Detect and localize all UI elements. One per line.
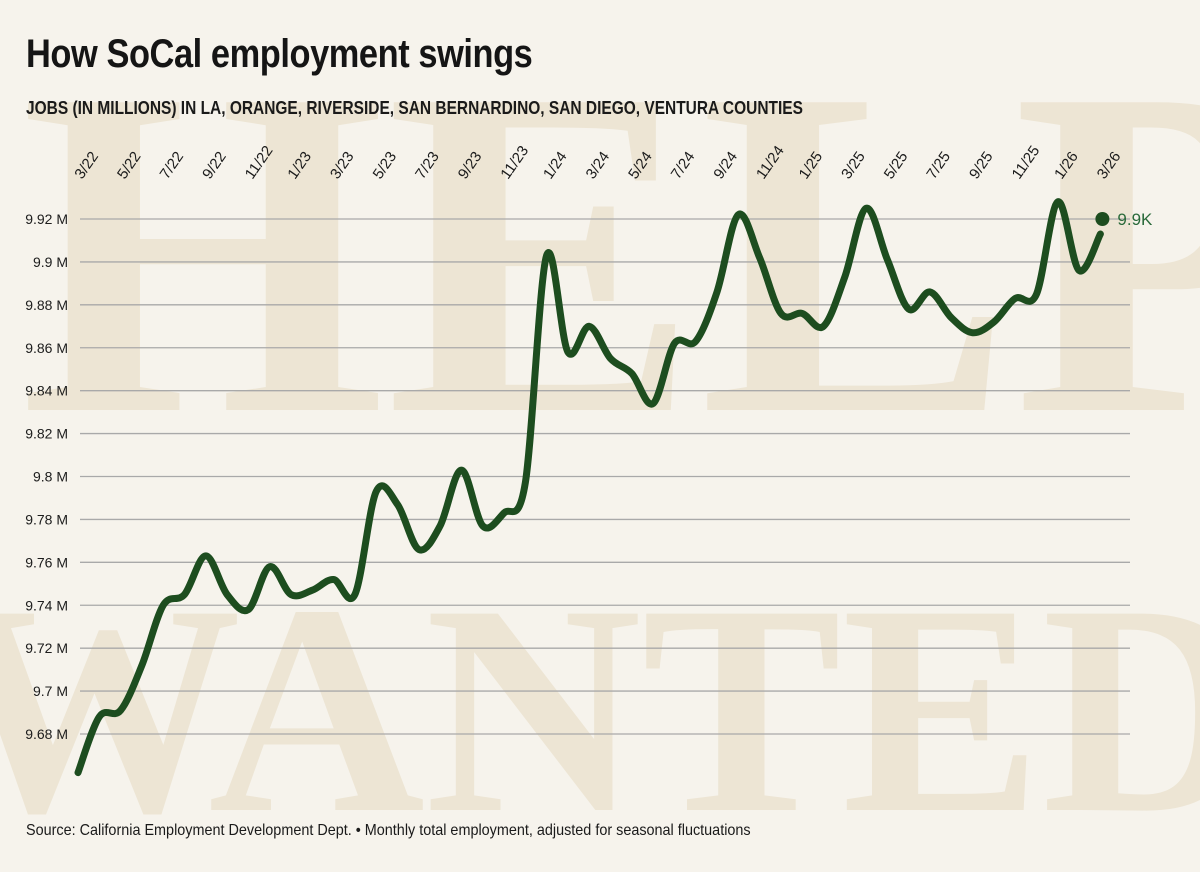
y-tick-label: 9.76 M	[25, 554, 68, 570]
x-tick-label: 9/25	[966, 149, 997, 183]
x-tick-label: 9/24	[710, 149, 741, 183]
x-tick-label: 1/24	[540, 149, 571, 183]
x-tick-label: 7/24	[668, 149, 699, 183]
y-tick-label: 9.86 M	[25, 340, 68, 356]
end-point-marker	[1095, 212, 1110, 226]
series-line	[74, 198, 1104, 777]
y-tick-label: 9.82 M	[25, 426, 68, 442]
x-tick-label: 3/25	[838, 149, 869, 183]
x-tick-label: 7/25	[923, 149, 954, 183]
y-tick-label: 9.9 M	[33, 254, 68, 270]
x-tick-label: 7/23	[412, 149, 443, 183]
x-tick-label: 3/26	[1094, 149, 1125, 183]
x-tick-label: 9/23	[455, 149, 486, 183]
y-tick-label: 9.7 M	[33, 683, 68, 699]
x-tick-label: 3/22	[71, 149, 102, 183]
y-axis-ticks: 9.68 M 9.7 M 9.72 M 9.74 M 9.76 M 9.78 M 9.8 M…	[25, 211, 68, 742]
source-note: Source: California Employment Developmen…	[26, 822, 751, 839]
x-tick-label: 1/23	[284, 149, 315, 183]
y-tick-label: 9.74 M	[25, 597, 68, 613]
x-tick-label: 11/23	[497, 143, 532, 183]
y-tick-label: 9.88 M	[25, 297, 68, 313]
y-tick-label: 9.92 M	[25, 211, 68, 227]
chart-title: How SoCal employment swings	[26, 32, 533, 76]
end-value-label: 9.9K	[1117, 210, 1153, 229]
x-tick-label: 5/23	[370, 149, 401, 183]
x-tick-label: 11/22	[242, 143, 277, 183]
x-tick-label: 9/22	[199, 149, 230, 183]
x-tick-label: 3/24	[583, 149, 614, 183]
x-tick-label: 7/22	[157, 149, 188, 183]
x-tick-label: 1/25	[796, 149, 827, 183]
x-tick-label: 1/26	[1051, 149, 1082, 183]
chart-subtitle: JOBS (IN MILLIONS) IN LA, ORANGE, RIVERS…	[26, 98, 803, 118]
y-tick-label: 9.72 M	[25, 640, 68, 656]
x-tick-label: 5/24	[625, 149, 656, 183]
x-tick-label: 3/23	[327, 149, 358, 183]
series-layer: 9.9K	[74, 198, 1153, 777]
y-tick-label: 9.84 M	[25, 383, 68, 399]
x-tick-label: 11/24	[753, 143, 788, 183]
gridlines	[80, 218, 1130, 735]
y-tick-label: 9.78 M	[25, 511, 68, 527]
y-tick-label: 9.8 M	[33, 469, 68, 485]
x-tick-label: 11/25	[1009, 143, 1044, 183]
x-tick-label: 5/25	[881, 149, 912, 183]
y-tick-label: 9.68 M	[25, 726, 68, 742]
x-axis-ticks: 3/22 5/22 7/22 9/22 11/22 1/23 3/23 5/23 7/23 9/2…	[71, 143, 1124, 183]
x-tick-label: 5/22	[114, 149, 145, 183]
